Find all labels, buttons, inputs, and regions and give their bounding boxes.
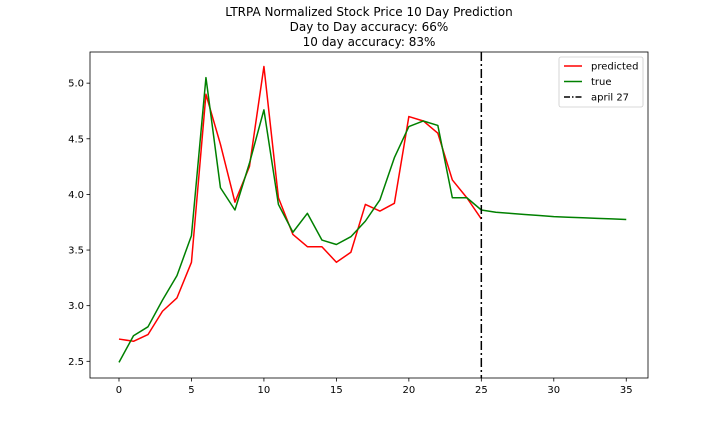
x-tick-label: 0 <box>116 385 122 396</box>
y-tick-label: 3.0 <box>68 301 84 312</box>
legend-label-april-27: april 27 <box>591 93 629 104</box>
title-line-2: Day to Day accuracy: 66% <box>290 20 449 34</box>
x-tick-label: 25 <box>475 385 488 396</box>
series-line-true <box>118 76 627 363</box>
y-tick-label: 4.5 <box>68 134 84 145</box>
legend-box <box>558 56 644 108</box>
x-axis: 0 5 10 15 20 25 30 35 <box>116 378 633 396</box>
series-layer <box>118 65 627 363</box>
x-tick-label: 20 <box>402 385 415 396</box>
plot-area-frame <box>89 51 649 379</box>
x-tick-label: 35 <box>620 385 633 396</box>
x-tick-label: 15 <box>330 385 343 396</box>
legend-label-true: true <box>591 77 612 88</box>
legend-label-predicted: predicted <box>591 62 638 73</box>
y-tick-label: 4.0 <box>68 190 84 201</box>
chart-title: LTRPA Normalized Stock Price 10 Day Pred… <box>225 5 512 49</box>
y-tick-label: 2.5 <box>68 357 84 368</box>
y-tick-label: 3.5 <box>68 246 84 257</box>
series-line-predicted <box>118 65 482 343</box>
title-line-3: 10 day accuracy: 83% <box>303 35 436 49</box>
legend: predicted true april 27 <box>558 56 644 108</box>
x-tick-label: 30 <box>547 385 560 396</box>
x-tick-label: 10 <box>258 385 271 396</box>
title-line-1: LTRPA Normalized Stock Price 10 Day Pred… <box>225 5 512 19</box>
y-axis: 2.5 3.0 3.5 4.0 4.5 5.0 <box>68 79 90 368</box>
y-tick-label: 5.0 <box>68 79 84 90</box>
x-tick-label: 5 <box>188 385 194 396</box>
